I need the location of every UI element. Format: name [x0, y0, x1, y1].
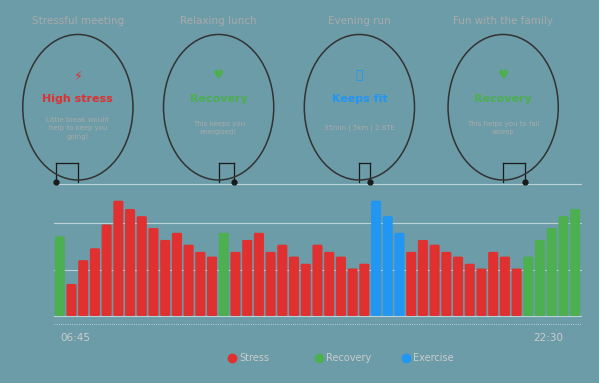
Text: This helps you to fall
asleep: This helps you to fall asleep — [467, 121, 540, 136]
FancyBboxPatch shape — [395, 233, 404, 316]
Text: ⚡: ⚡ — [74, 69, 82, 82]
FancyBboxPatch shape — [301, 264, 311, 316]
FancyBboxPatch shape — [125, 209, 135, 316]
FancyBboxPatch shape — [324, 252, 334, 316]
FancyBboxPatch shape — [78, 260, 88, 316]
Text: 22:30: 22:30 — [533, 333, 563, 343]
Text: Recovery: Recovery — [190, 94, 247, 104]
FancyBboxPatch shape — [465, 264, 475, 316]
Text: This keeps you
energized!: This keeps you energized! — [192, 121, 245, 136]
FancyBboxPatch shape — [55, 236, 65, 316]
FancyBboxPatch shape — [277, 245, 288, 316]
FancyBboxPatch shape — [254, 233, 264, 316]
FancyBboxPatch shape — [265, 252, 276, 316]
FancyBboxPatch shape — [429, 245, 440, 316]
Text: Keeps fit: Keeps fit — [332, 94, 387, 104]
FancyBboxPatch shape — [289, 257, 299, 316]
Text: Exercise: Exercise — [413, 353, 454, 363]
FancyBboxPatch shape — [500, 257, 510, 316]
FancyBboxPatch shape — [113, 201, 123, 316]
Text: 35min | 5km | 2.8TE: 35min | 5km | 2.8TE — [324, 125, 395, 132]
FancyBboxPatch shape — [137, 216, 147, 316]
FancyBboxPatch shape — [313, 245, 322, 316]
Text: High stress: High stress — [43, 94, 113, 104]
FancyBboxPatch shape — [219, 233, 229, 316]
FancyBboxPatch shape — [207, 257, 217, 316]
Text: Stress: Stress — [240, 353, 270, 363]
FancyBboxPatch shape — [418, 240, 428, 316]
Text: Fun with the family: Fun with the family — [453, 16, 553, 26]
FancyBboxPatch shape — [383, 216, 393, 316]
FancyBboxPatch shape — [66, 284, 77, 316]
FancyBboxPatch shape — [476, 268, 486, 316]
FancyBboxPatch shape — [524, 257, 533, 316]
Text: 06:45: 06:45 — [60, 333, 90, 343]
FancyBboxPatch shape — [242, 240, 252, 316]
FancyBboxPatch shape — [184, 245, 193, 316]
FancyBboxPatch shape — [172, 233, 182, 316]
FancyBboxPatch shape — [406, 252, 416, 316]
FancyBboxPatch shape — [488, 252, 498, 316]
Text: Relaxing lunch: Relaxing lunch — [180, 16, 257, 26]
FancyBboxPatch shape — [90, 248, 100, 316]
FancyBboxPatch shape — [149, 228, 159, 316]
Text: Little break would
help to keep you
going!: Little break would help to keep you goin… — [47, 117, 109, 139]
FancyBboxPatch shape — [160, 240, 170, 316]
Text: 🏃: 🏃 — [356, 69, 363, 82]
FancyBboxPatch shape — [347, 268, 358, 316]
FancyBboxPatch shape — [359, 264, 370, 316]
FancyBboxPatch shape — [547, 228, 556, 316]
FancyBboxPatch shape — [453, 257, 463, 316]
FancyBboxPatch shape — [512, 268, 522, 316]
FancyBboxPatch shape — [102, 224, 111, 316]
Text: Stressful meeting: Stressful meeting — [32, 16, 124, 26]
Text: ♥: ♥ — [213, 69, 224, 82]
FancyBboxPatch shape — [371, 201, 381, 316]
Text: Evening run: Evening run — [328, 16, 391, 26]
FancyBboxPatch shape — [441, 252, 451, 316]
FancyBboxPatch shape — [231, 252, 240, 316]
FancyBboxPatch shape — [570, 209, 580, 316]
FancyBboxPatch shape — [558, 216, 568, 316]
FancyBboxPatch shape — [195, 252, 205, 316]
Text: ♥: ♥ — [498, 69, 509, 82]
Text: Recovery: Recovery — [326, 353, 372, 363]
Text: Recovery: Recovery — [474, 94, 532, 104]
FancyBboxPatch shape — [535, 240, 545, 316]
FancyBboxPatch shape — [336, 257, 346, 316]
